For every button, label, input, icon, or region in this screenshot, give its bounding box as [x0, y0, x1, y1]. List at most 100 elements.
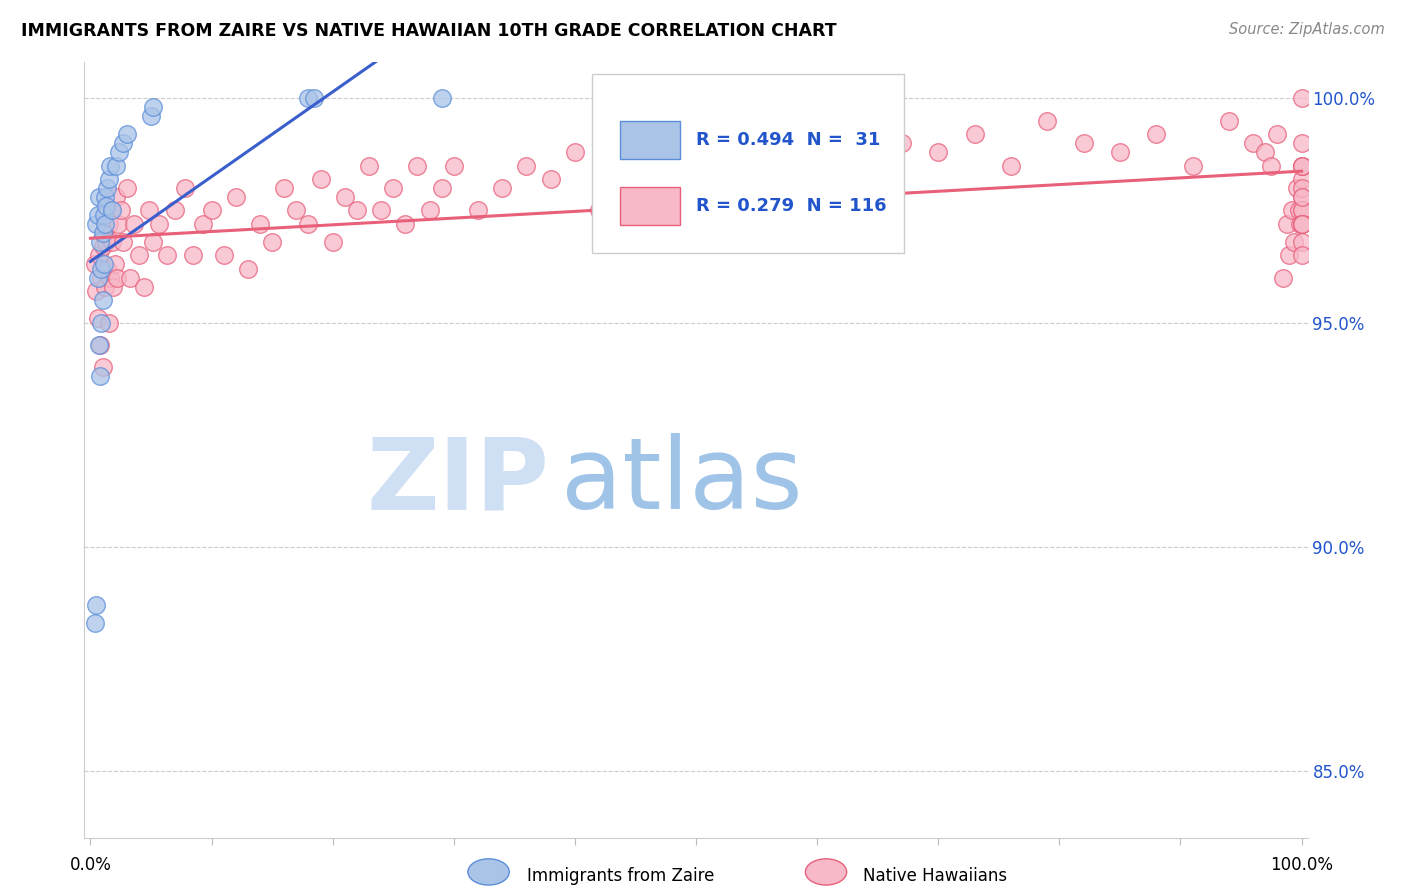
Point: [1291, 235, 1313, 249]
Point: [304, 91, 326, 105]
Point: [1272, 270, 1295, 285]
Point: [120, 270, 142, 285]
Point: [1291, 203, 1313, 218]
Point: [110, 203, 132, 218]
Point: [87, 190, 110, 204]
Point: [1281, 203, 1303, 218]
Point: [86, 284, 108, 298]
Point: [86, 208, 108, 222]
FancyBboxPatch shape: [592, 74, 904, 252]
Point: [1000, 159, 1022, 173]
Point: [430, 91, 453, 105]
Point: [97, 217, 120, 231]
Point: [1291, 248, 1313, 262]
Point: [1284, 235, 1306, 249]
Point: [212, 248, 235, 262]
Point: [90, 316, 112, 330]
Point: [156, 248, 179, 262]
Point: [273, 181, 295, 195]
Point: [430, 181, 453, 195]
Point: [236, 261, 259, 276]
Point: [612, 159, 634, 173]
Point: [963, 127, 986, 141]
Point: [333, 190, 356, 204]
Point: [142, 235, 165, 249]
Point: [84, 616, 107, 631]
Point: [86, 270, 108, 285]
Point: [104, 159, 127, 173]
Text: 100.0%: 100.0%: [1270, 856, 1333, 874]
FancyBboxPatch shape: [620, 187, 681, 225]
Point: [1291, 217, 1313, 231]
Point: [87, 248, 110, 262]
Point: [93, 257, 115, 271]
Point: [297, 217, 319, 231]
Circle shape: [468, 859, 509, 885]
Point: [1108, 145, 1130, 160]
Point: [100, 203, 122, 218]
Point: [225, 190, 247, 204]
Point: [1291, 217, 1313, 231]
Point: [107, 217, 129, 231]
Point: [1241, 136, 1264, 151]
Point: [94, 190, 117, 204]
FancyBboxPatch shape: [620, 121, 681, 159]
Point: [406, 159, 429, 173]
Point: [101, 235, 124, 249]
Point: [890, 136, 912, 151]
Point: [104, 190, 127, 204]
Point: [93, 208, 115, 222]
Point: [96, 235, 118, 249]
Point: [1285, 181, 1308, 195]
Point: [183, 248, 205, 262]
Text: Immigrants from Zaire: Immigrants from Zaire: [527, 867, 714, 885]
Point: [96, 199, 118, 213]
Point: [1291, 91, 1313, 105]
Point: [105, 270, 128, 285]
Point: [467, 203, 489, 218]
Point: [96, 181, 118, 195]
Point: [142, 100, 165, 114]
Point: [515, 159, 537, 173]
Point: [115, 127, 138, 141]
Point: [112, 235, 135, 249]
Point: [382, 181, 405, 195]
Point: [91, 239, 114, 253]
Point: [200, 203, 222, 218]
Point: [89, 369, 111, 384]
Point: [540, 172, 562, 186]
Point: [104, 257, 127, 271]
Point: [733, 127, 755, 141]
Point: [173, 181, 195, 195]
Circle shape: [806, 859, 846, 885]
Point: [249, 217, 271, 231]
Point: [927, 145, 949, 160]
Point: [94, 217, 117, 231]
Point: [86, 598, 108, 612]
Point: [139, 109, 162, 123]
Point: [1291, 172, 1313, 186]
Point: [782, 145, 804, 160]
Text: 0.0%: 0.0%: [69, 856, 111, 874]
Text: atlas: atlas: [561, 433, 803, 530]
Point: [89, 235, 111, 249]
Point: [443, 159, 465, 173]
Point: [685, 145, 707, 160]
Point: [709, 181, 731, 195]
Point: [86, 217, 108, 231]
Point: [97, 172, 120, 186]
Point: [661, 172, 683, 186]
Point: [357, 159, 380, 173]
Point: [564, 145, 586, 160]
Point: [165, 203, 187, 218]
Point: [1181, 159, 1204, 173]
Point: [1291, 190, 1313, 204]
Point: [262, 235, 284, 249]
Point: [191, 217, 214, 231]
Point: [370, 203, 392, 218]
Point: [1278, 248, 1301, 262]
Point: [418, 203, 440, 218]
Point: [90, 261, 112, 276]
Point: [89, 338, 111, 352]
Point: [115, 181, 138, 195]
